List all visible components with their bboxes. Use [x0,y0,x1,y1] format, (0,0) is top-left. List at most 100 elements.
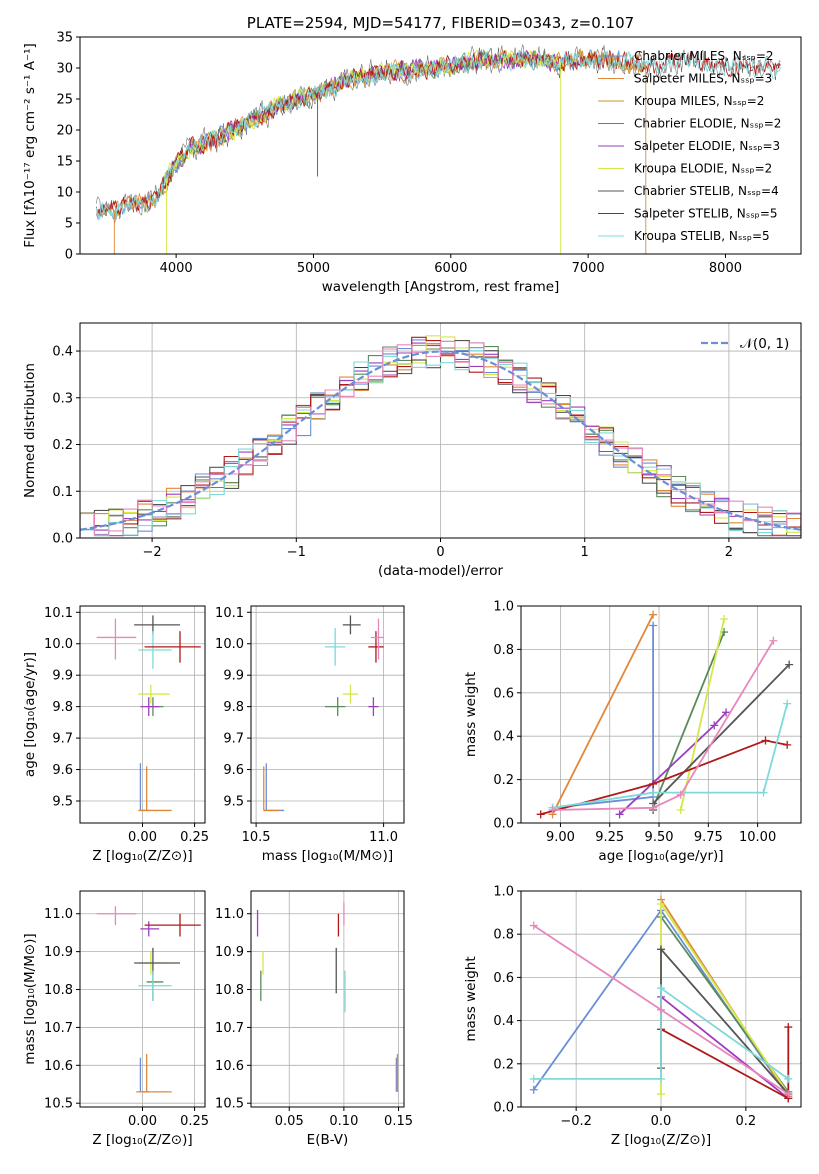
x-tick-label: 8000 [709,261,742,276]
y-tick-label: 35 [56,31,73,46]
y-axis-label: Flux [fλ10⁻¹⁷ erg cm⁻² s⁻¹ A⁻¹] [22,43,38,248]
x-tick-label: 7000 [572,261,605,276]
y-tick-label: 10.8 [44,983,73,998]
weight-marker [529,1074,538,1083]
y-tick-label: 1.0 [493,885,514,900]
y-tick-label: 0.2 [493,1057,514,1072]
weight-line-salpeter_stelib [660,1027,790,1100]
x-tick-label: 9.75 [694,830,723,845]
weight-marker [783,740,792,749]
weight_vs_age-chart: 9.00 9.25 9.50 9.75 10.00 0.0 0.2 0.4 0.6 0.8 1.0 a… [463,600,802,864]
y-tick-label: 0.4 [52,345,73,360]
weight-line-salpeter_miles [551,614,654,815]
x-tick-label: 0.25 [180,830,209,845]
weight-marker [785,660,794,669]
x-tick-label: 0 [436,545,444,560]
y-tick-label: 0.3 [52,391,73,406]
x-tick-label: 0.25 [180,1114,209,1129]
y-tick-label: 0.4 [493,730,514,745]
weight-marker [784,1023,793,1032]
y-tick-label: 11.0 [215,907,244,922]
weight-line-kroupa_stelib [552,703,789,809]
plot-frame [79,890,206,1108]
x-axis-label: Z [log₁₀(Z/Z⊙)] [611,1132,711,1148]
weight-marker [649,788,658,797]
weight-marker [676,805,685,814]
weight-marker [657,899,665,908]
weight-line-kroupa_stelib [533,986,789,1080]
y-axis-label: age [log₁₀(age/yr)] [22,652,38,777]
weight-marker [783,699,792,708]
x-tick-label: 9.50 [645,830,674,845]
plot-frame [250,605,405,824]
x-tick-label: 0.00 [128,830,157,845]
y-axis-label: mass [log₁₀(M/M⊙)] [22,933,38,1064]
y-tick-label: 9.6 [223,763,244,778]
x-tick-label: 6000 [434,261,467,276]
x-axis-label: (data-model)/error [378,563,504,579]
weight-marker [649,610,658,619]
y-tick-label: 9.7 [223,732,244,747]
mass_vs_ebv-chart: 0.05 0.10 0.15 10.5 10.6 10.7 10.8 10.9 11.0 E(B-… [215,890,413,1148]
weight_vs_Z-lines [529,895,793,1103]
legend-label: Salpeter STELIB, Nₛₛₚ=5 [634,207,778,221]
weight-marker [769,636,778,645]
weight-marker [657,984,665,993]
x-tick-label: −1 [287,545,306,560]
age_vs_mass-points [263,615,384,812]
y-tick-label: 10.5 [44,1097,73,1112]
residual-lines [80,335,801,537]
y-tick-label: 25 [56,93,73,108]
legend-label: Kroupa MILES, Nₛₛₚ=2 [634,94,764,108]
weight-marker [529,921,538,930]
weight-line-chabrier_miles [552,625,654,809]
y-tick-label: 10.9 [44,945,73,960]
y-tick-label: 9.5 [223,794,244,809]
x-tick-label: 0.15 [384,1114,413,1129]
x-axis-label: wavelength [Angstrom, rest frame] [322,279,560,295]
weight-marker [649,621,658,630]
legend-label: Salpeter MILES, Nₛₛₚ=3 [634,72,772,86]
plot-frame [520,605,802,824]
x-tick-label: 11.0 [369,830,398,845]
age_vs_mass-chart: 10.5 11.0 9.5 9.6 9.7 9.8 9.9 10.0 10.1 mass [log… [215,605,405,864]
y-tick-label: 10.6 [215,1059,244,1074]
weight-line-kroupa_elodie [679,618,725,811]
legend-label: Kroupa STELIB, Nₛₛₚ=5 [634,229,770,243]
weight-marker [536,810,545,819]
plot-frame [520,890,802,1108]
x-axis-label: Z [log₁₀(Z/Z⊙)] [92,848,192,864]
weight-marker [657,1005,665,1014]
weight-marker [649,803,658,812]
y-tick-label: 10.9 [215,945,244,960]
weight-marker [649,779,658,788]
mass_vs_ebv-points [256,902,399,1092]
x-axis-label: mass [log₁₀(M/M⊙)] [262,848,393,864]
x-tick-label: −0.2 [560,1114,592,1129]
x-tick-label: 10.00 [739,830,776,845]
weight-marker [722,708,731,717]
y-tick-label: 10.6 [44,1059,73,1074]
y-tick-label: 0.0 [52,532,73,547]
y-tick-label: 9.7 [52,732,73,747]
y-tick-label: 9.9 [52,669,73,684]
x-tick-label: −2 [143,545,162,560]
x-axis-label: age [log₁₀(age/yr)] [598,848,723,864]
legend-label: Chabrier STELIB, Nₛₛₚ=4 [634,184,779,198]
y-tick-label: 10.0 [44,637,73,652]
y-tick-label: 10.0 [215,637,244,652]
spectrum-chart: 4000 5000 6000 7000 8000 0 5 10 15 20 25 30 35 wavele… [22,14,802,295]
legend-label: Chabrier MILES, Nₛₛₚ=2 [634,49,774,63]
residual-chart: −2 −1 0 1 2 0.0 0.1 0.2 0.3 0.4 (data-model)/error… [22,322,802,579]
y-tick-label: 20 [56,124,73,139]
y-tick-label: 9.9 [223,669,244,684]
x-axis-label: E(B-V) [307,1132,349,1148]
y-tick-label: 0.2 [52,438,73,453]
x-tick-label: 4000 [160,261,193,276]
weight-marker [784,1074,793,1083]
y-tick-label: 30 [56,62,73,77]
weight-marker [676,790,685,799]
y-tick-label: 0.6 [493,686,514,701]
weight-marker [710,721,719,730]
weight-marker [657,1074,665,1083]
